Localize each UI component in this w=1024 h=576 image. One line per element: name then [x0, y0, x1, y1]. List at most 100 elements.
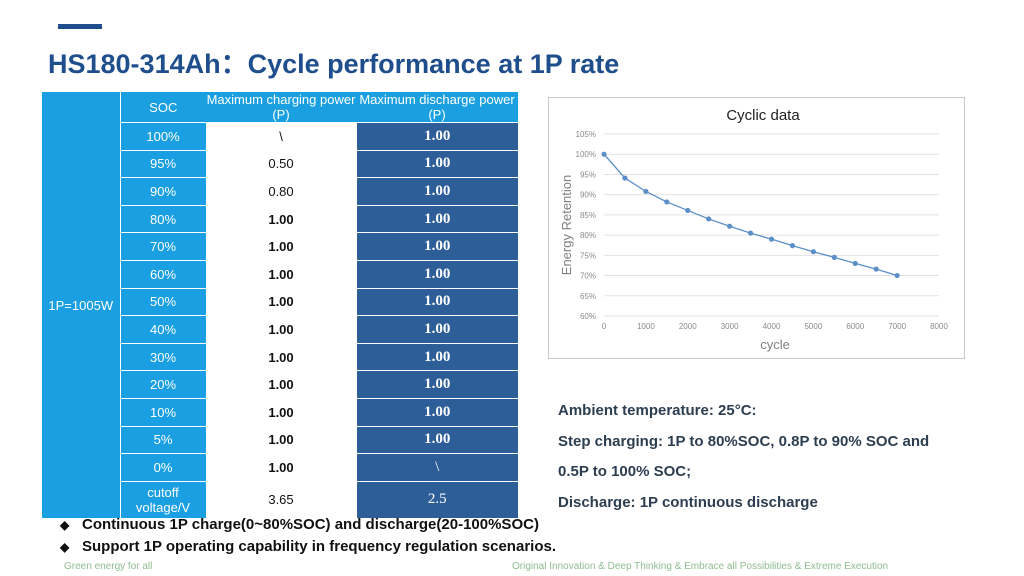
x-tick-label: 8000: [930, 322, 948, 331]
cell-soc: 60%: [120, 260, 207, 289]
cell-max-charge: 1.00: [206, 232, 356, 261]
x-tick-label: 6000: [846, 322, 864, 331]
table-row: 5% 1.00 1.00: [42, 426, 518, 455]
table-row: 70% 1.00 1.00: [42, 232, 518, 261]
cell-max-charge: 1.00: [206, 288, 356, 317]
data-point: [685, 207, 691, 214]
x-tick-label: 2000: [679, 322, 697, 331]
y-tick-label: 85%: [580, 211, 596, 220]
col-header-max-discharge: Maximum discharge power (P): [356, 92, 518, 123]
note-step-charging: Step charging: 1P to 80%SOC, 0.8P to 90%…: [558, 432, 930, 450]
cyclic-chart: Cyclic data 60% 65% 70% 75% 80% 85% 90% 95% 100% 1…: [548, 97, 965, 359]
y-tick-label: 105%: [576, 130, 596, 139]
cell-soc: 20%: [120, 370, 207, 399]
cell-max-discharge: 1.00: [355, 150, 518, 179]
cell-max-discharge: \: [355, 453, 518, 482]
cell-soc: 70%: [120, 232, 207, 261]
data-point: [727, 223, 733, 229]
cell-max-discharge: 1.00: [355, 343, 518, 372]
cell-soc: 30%: [120, 343, 207, 372]
cell-soc: 5%: [120, 426, 207, 455]
cell-max-charge: 1.00: [206, 370, 356, 399]
data-point: [706, 216, 712, 222]
diamond-bullet-icon: ◆: [60, 518, 70, 532]
data-point: [664, 199, 670, 205]
data-point: [768, 236, 775, 242]
y-tick-label: 100%: [576, 150, 596, 159]
cell-soc: 10%: [120, 398, 207, 427]
cell-max-charge: 0.50: [206, 150, 356, 179]
x-tick-label: 7000: [888, 322, 906, 331]
y-axis-title: Energy Retention: [559, 175, 574, 275]
bullet-item: ◆ Continuous 1P charge(0~80%SOC) and disc…: [60, 514, 556, 536]
cell-max-charge: 1.00: [206, 205, 356, 234]
data-point: [747, 230, 754, 236]
bullet-item: ◆ Support 1P operating capability in freq…: [60, 536, 556, 558]
table-row: 30% 1.00 1.00: [42, 343, 518, 372]
col-header-max-charge: Maximum charging power (P): [206, 92, 356, 123]
chart-title: Cyclic data: [726, 107, 800, 124]
x-tick-label: 1000: [637, 322, 655, 331]
data-point: [831, 254, 837, 260]
x-tick-label: 4000: [763, 322, 781, 331]
bullet-text: Continuous 1P charge(0~80%SOC) and disch…: [82, 516, 539, 533]
table-row: 40% 1.00 1.00: [42, 315, 518, 344]
data-point: [643, 188, 649, 195]
cell-soc: cutoff voltage/V: [120, 481, 207, 519]
note-ambient: Ambient temperature: 25°C:: [558, 402, 757, 419]
y-tick-label: 90%: [580, 191, 596, 200]
title-accent-bar: [58, 24, 102, 29]
y-tick-label: 80%: [580, 231, 596, 240]
cell-max-discharge: 2.5: [355, 481, 518, 519]
table-row: 10% 1.00 1.00: [42, 398, 518, 427]
cell-max-charge: 1.00: [206, 398, 356, 427]
cell-max-discharge: 1.00: [355, 122, 518, 151]
cell-max-discharge: 1.00: [355, 426, 518, 455]
cyclic-chart-svg: Cyclic data 60% 65% 70% 75% 80% 85% 90% 95% 100% 1…: [559, 107, 948, 352]
cell-soc: 40%: [120, 315, 207, 344]
table-row: 60% 1.00 1.00: [42, 260, 518, 289]
cell-max-discharge: 1.00: [355, 315, 518, 344]
test-conditions: Ambient temperature: 25°C: Step charging…: [558, 396, 929, 518]
footer-motto: Original Innovation & Deep Thinking & Em…: [512, 561, 889, 572]
bullet-text: Support 1P operating capability in frequ…: [82, 538, 556, 555]
cell-max-charge: 0.80: [206, 177, 356, 206]
data-point: [852, 260, 858, 267]
x-tick-label: 5000: [804, 322, 822, 331]
y-tick-label: 75%: [580, 251, 596, 260]
table-row: 95% 0.50 1.00: [42, 150, 518, 179]
data-point: [789, 243, 796, 249]
data-point: [873, 266, 879, 272]
cell-max-discharge: 1.00: [355, 232, 518, 261]
cell-max-charge: 1.00: [206, 453, 356, 482]
note-step-charging-cont: 0.5P to 100% SOC;: [558, 463, 692, 480]
cell-max-discharge: 1.00: [355, 370, 518, 399]
data-point: [622, 175, 628, 181]
cell-max-charge: 3.65: [206, 481, 356, 519]
diamond-bullet-icon: ◆: [60, 540, 70, 554]
cell-soc: 95%: [120, 150, 207, 179]
cell-soc: 100%: [120, 122, 207, 151]
cell-soc: 80%: [120, 205, 207, 234]
table-row: 100% \ 1.00: [42, 122, 518, 151]
power-table: 1P=1005W SOC Maximum charging power (P) Max…: [42, 92, 518, 519]
cell-max-charge: \: [206, 122, 356, 151]
data-point: [894, 272, 900, 279]
cell-soc: 50%: [120, 288, 207, 317]
cell-max-discharge: 1.00: [355, 205, 518, 234]
table-row: 90% 0.80 1.00: [42, 177, 518, 206]
note-discharge: Discharge: 1P continuous discharge: [558, 493, 818, 511]
table-header-row: 1P=1005W SOC Maximum charging power (P) Max…: [42, 92, 518, 519]
x-tick-label: 0: [602, 322, 607, 331]
cell-max-discharge: 1.00: [355, 260, 518, 289]
y-tick-label: 95%: [580, 170, 596, 179]
table-row: 0% 1.00 \: [42, 453, 518, 482]
y-tick-label: 65%: [580, 292, 596, 301]
table-row: cutoff voltage/V 3.65 2.5: [42, 481, 518, 519]
table-row: 50% 1.00 1.00: [42, 288, 518, 317]
cell-soc: 0%: [120, 453, 207, 482]
table-row: 20% 1.00 1.00: [42, 370, 518, 399]
cell-max-discharge: 1.00: [355, 398, 518, 427]
page-title: HS180-314Ah：Cycle performance at 1P rate: [48, 49, 620, 79]
data-point: [601, 151, 607, 157]
